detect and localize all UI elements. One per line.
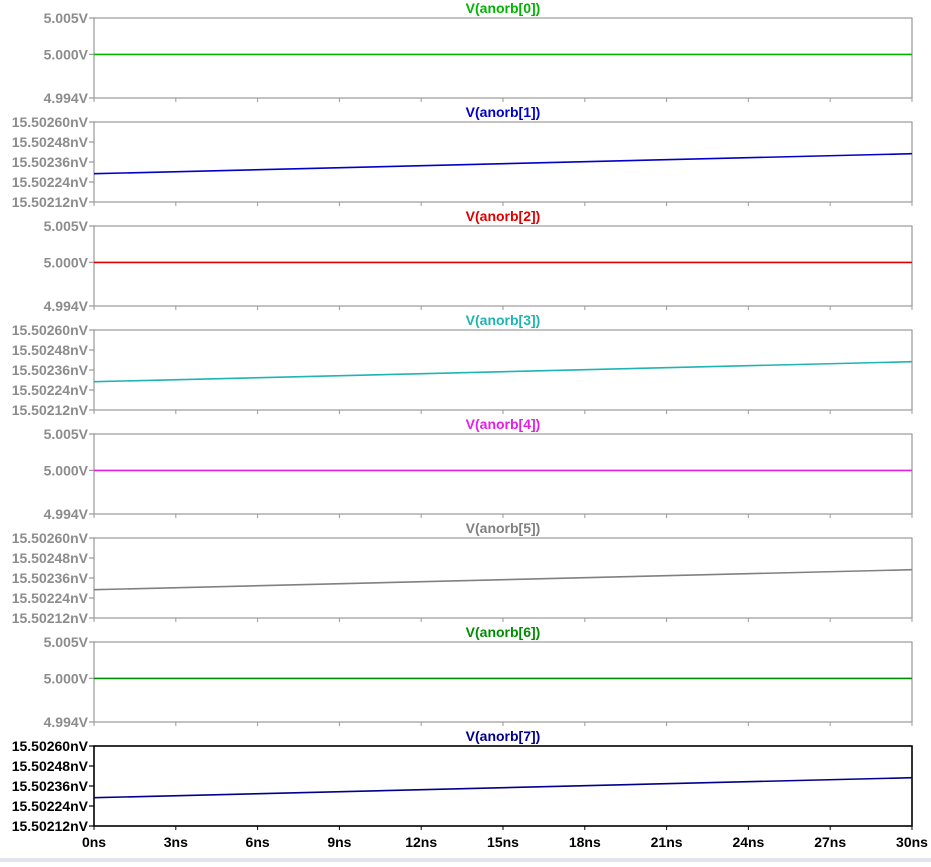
y-tick-label-7-4: 15.50212nV (12, 818, 89, 834)
pane-frame-3[interactable] (93, 329, 913, 411)
y-tick-label-1-1: 15.50248nV (12, 134, 89, 150)
y-tick-label-6-1: 5.000V (44, 670, 89, 686)
x-tick-label-1: 3ns (164, 834, 188, 850)
x-tick-label-9: 27ns (814, 834, 846, 850)
y-tick-label-7-2: 15.50236nV (12, 778, 89, 794)
trace-line-5[interactable] (93, 568, 913, 591)
pane-frame-6[interactable] (93, 641, 913, 723)
y-tick-label-1-3: 15.50224nV (12, 174, 89, 190)
y-tick-label-4-0: 5.005V (44, 426, 89, 442)
y-tick-label-1-2: 15.50236nV (12, 154, 89, 170)
x-tick-label-2: 6ns (246, 834, 270, 850)
trace-line-7[interactable] (93, 776, 913, 799)
pane-frame-7[interactable] (93, 745, 913, 827)
y-tick-label-5-1: 15.50248nV (12, 550, 89, 566)
trace-title-1[interactable]: V(anorb[1]) (466, 104, 541, 120)
y-tick-label-1-4: 15.50212nV (12, 194, 89, 210)
y-tick-label-1-0: 15.50260nV (12, 114, 89, 130)
x-tick-label-3: 9ns (327, 834, 351, 850)
x-tick-label-7: 21ns (651, 834, 683, 850)
y-tick-label-2-2: 4.994V (44, 298, 89, 314)
y-tick-label-6-2: 4.994V (44, 714, 89, 730)
y-tick-label-3-0: 15.50260nV (12, 322, 89, 338)
x-tick-label-5: 15ns (487, 834, 519, 850)
y-tick-label-0-0: 5.005V (44, 10, 89, 26)
x-tick-label-8: 24ns (732, 834, 764, 850)
x-tick-label-6: 18ns (569, 834, 601, 850)
x-tick-label-4: 12ns (405, 834, 437, 850)
trace-title-6[interactable]: V(anorb[6]) (466, 624, 541, 640)
trace-title-5[interactable]: V(anorb[5]) (466, 520, 541, 536)
trace-line-3[interactable] (93, 360, 913, 383)
y-tick-label-2-0: 5.005V (44, 218, 89, 234)
pane-frame-0[interactable] (93, 17, 913, 99)
y-tick-label-5-3: 15.50224nV (12, 590, 89, 606)
y-tick-label-2-1: 5.000V (44, 254, 89, 270)
y-tick-label-0-2: 4.994V (44, 90, 89, 106)
y-tick-label-7-0: 15.50260nV (12, 738, 89, 754)
trace-title-0[interactable]: V(anorb[0]) (466, 0, 541, 16)
y-tick-label-5-0: 15.50260nV (12, 530, 89, 546)
trace-title-4[interactable]: V(anorb[4]) (466, 416, 541, 432)
trace-title-2[interactable]: V(anorb[2]) (466, 208, 541, 224)
pane-frame-4[interactable] (93, 433, 913, 515)
trace-title-3[interactable]: V(anorb[3]) (466, 312, 541, 328)
y-tick-label-6-0: 5.005V (44, 634, 89, 650)
y-tick-label-7-3: 15.50224nV (12, 798, 89, 814)
pane-frame-5[interactable] (93, 537, 913, 619)
y-tick-label-3-1: 15.50248nV (12, 342, 89, 358)
y-tick-label-4-2: 4.994V (44, 506, 89, 522)
y-tick-label-5-4: 15.50212nV (12, 610, 89, 626)
window-bottom-edge (0, 858, 931, 862)
y-tick-label-3-2: 15.50236nV (12, 362, 89, 378)
pane-frame-2[interactable] (93, 225, 913, 307)
trace-line-1[interactable] (93, 152, 913, 175)
y-tick-label-0-1: 5.000V (44, 46, 89, 62)
pane-frame-1[interactable] (93, 121, 913, 203)
y-tick-label-5-2: 15.50236nV (12, 570, 89, 586)
x-tick-label-0: 0ns (82, 834, 106, 850)
y-tick-label-4-1: 5.000V (44, 462, 89, 478)
x-tick-label-10: 30ns (896, 834, 928, 850)
y-tick-label-7-1: 15.50248nV (12, 758, 89, 774)
y-tick-label-3-3: 15.50224nV (12, 382, 89, 398)
y-tick-label-3-4: 15.50212nV (12, 402, 89, 418)
trace-title-7[interactable]: V(anorb[7]) (466, 728, 541, 744)
